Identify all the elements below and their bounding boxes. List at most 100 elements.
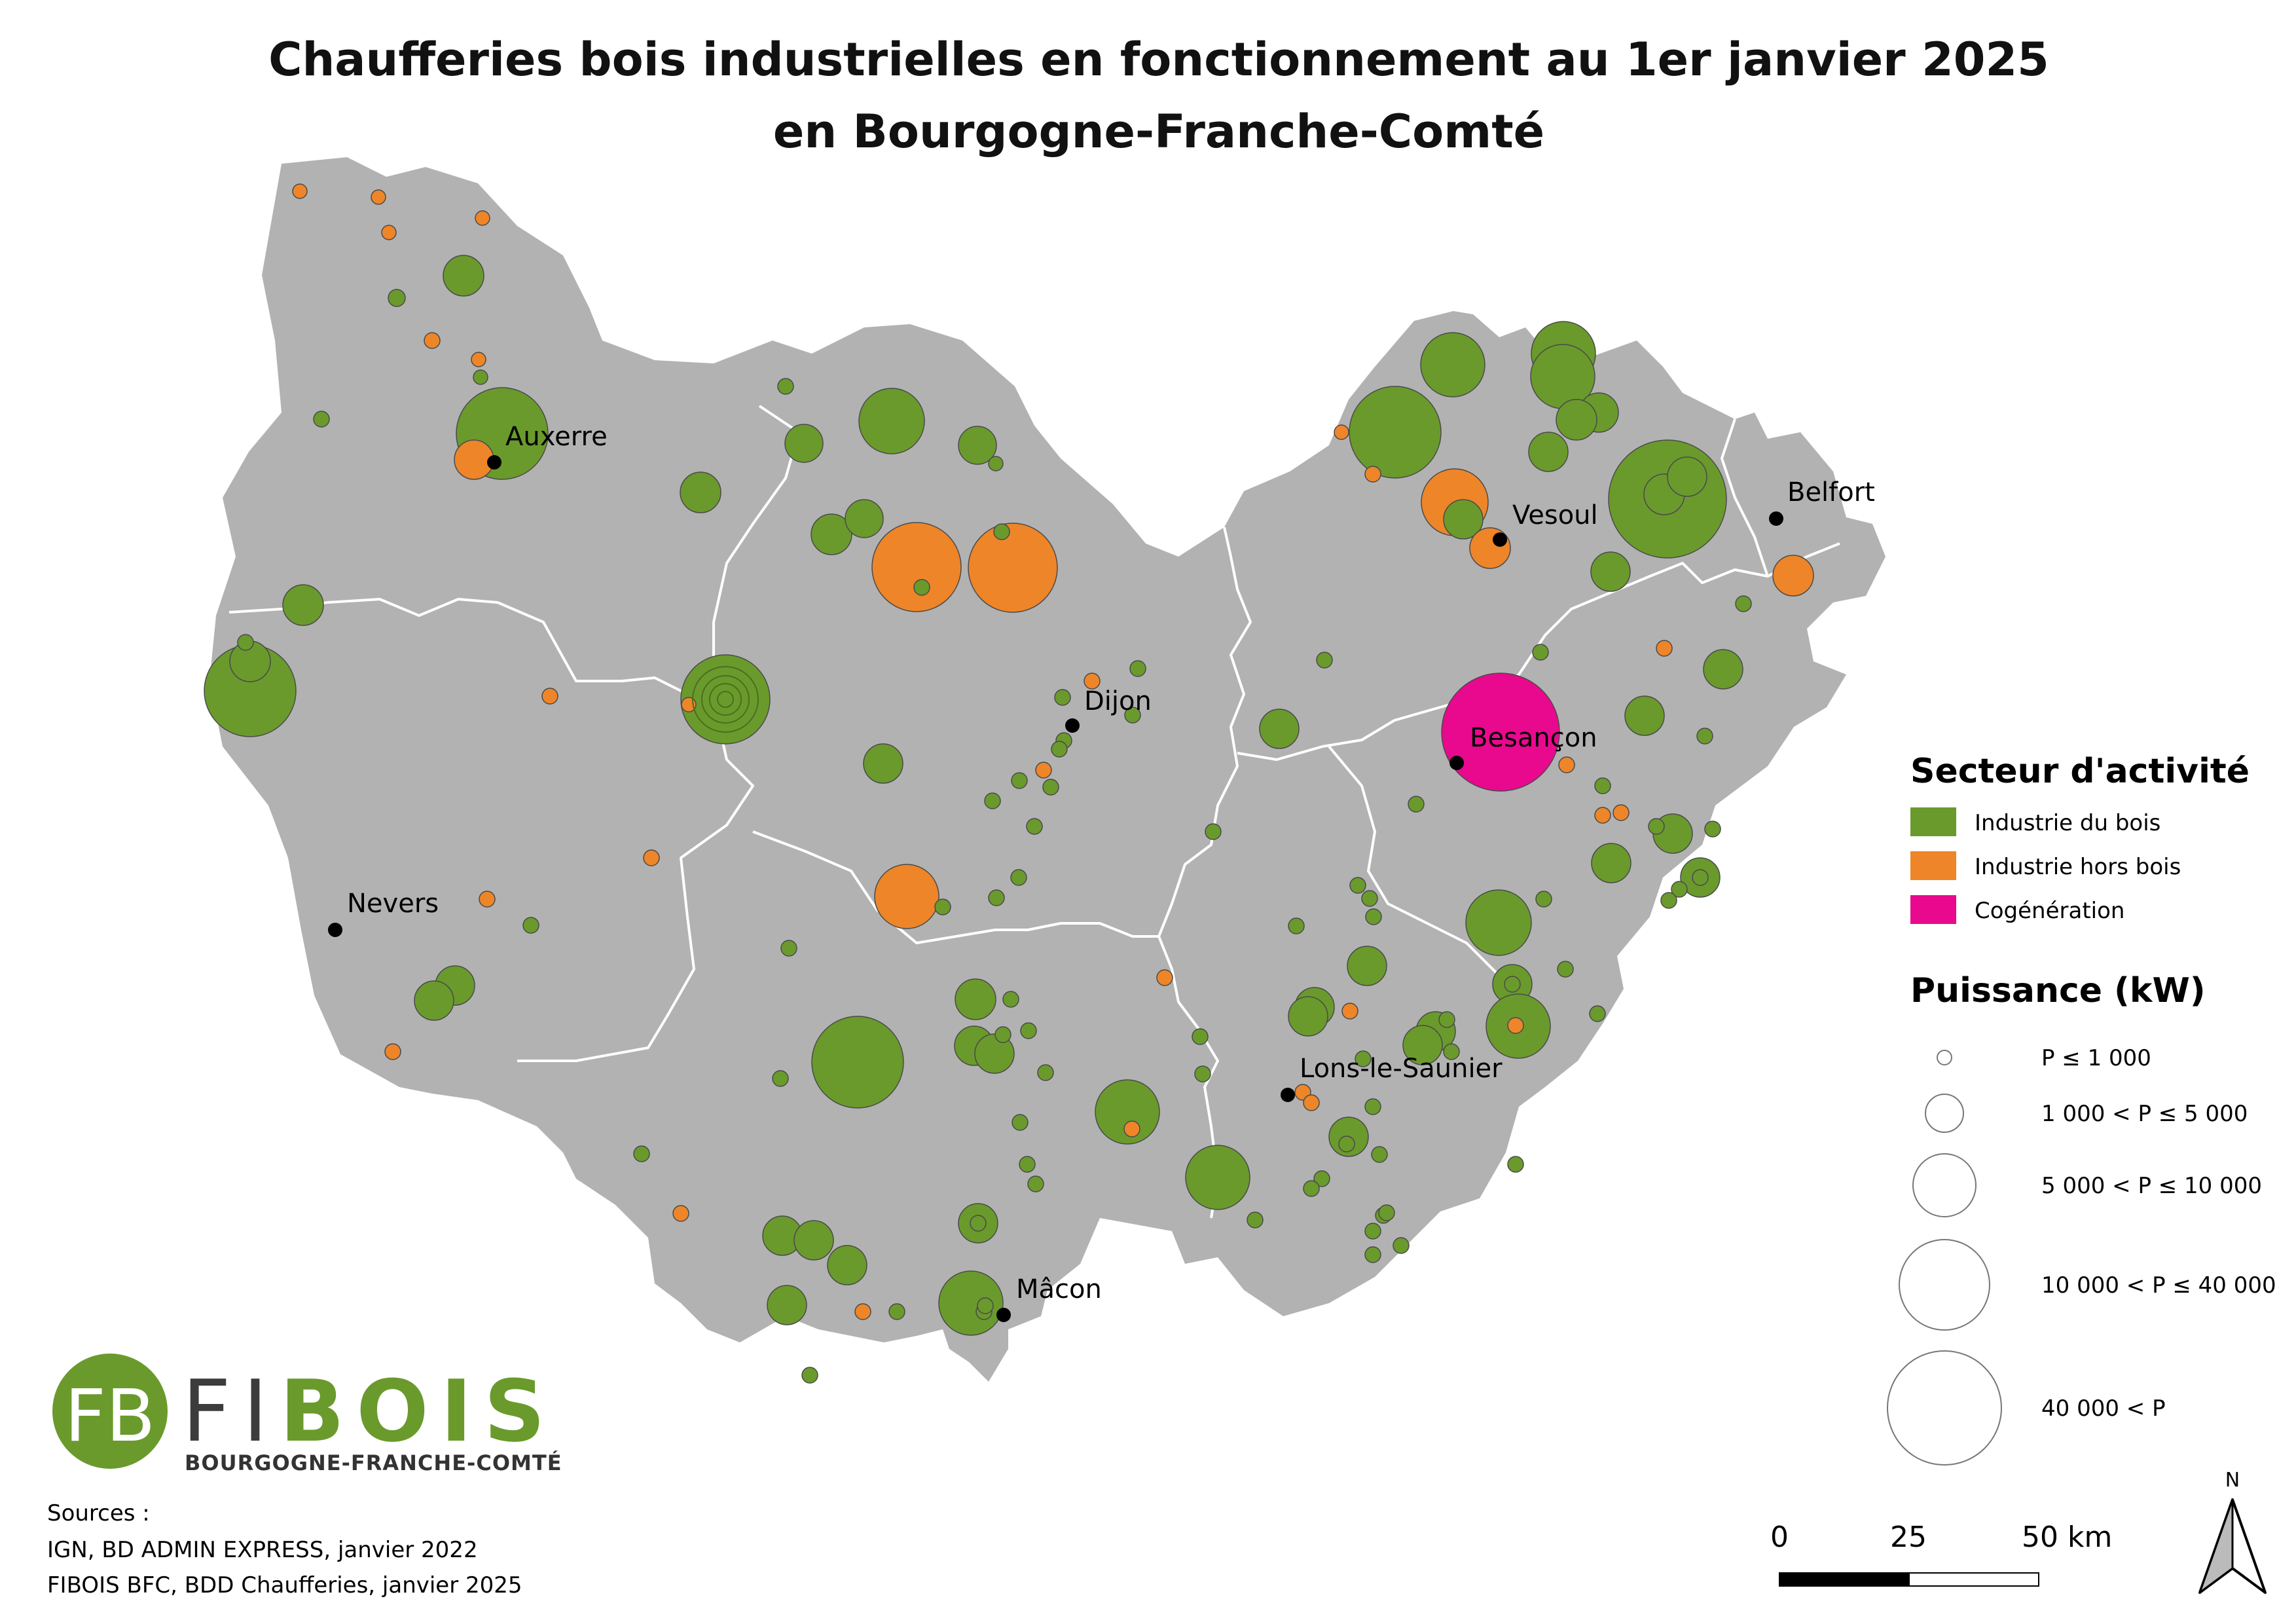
installation-marker: [1341, 1003, 1358, 1020]
installation-marker: [1556, 399, 1597, 441]
installation-marker: [1035, 762, 1052, 779]
installation-marker: [282, 584, 324, 626]
installation-marker: [1671, 881, 1688, 898]
city-dot-vesoul: [1493, 532, 1507, 547]
installation-marker: [1557, 961, 1574, 978]
legend-circle-class-4: [1899, 1239, 1990, 1331]
installation-marker: [854, 1303, 871, 1320]
boundary-nievre-saoneetloire: [517, 700, 754, 1062]
fibois-logo: FB FIBOIS BOURGOGNE-FRANCHE-COMTÉ: [52, 1354, 562, 1475]
installation-marker: [955, 978, 996, 1020]
city-markers: Auxerre Dijon Vesoul Belfort Besançon Ne…: [328, 422, 1875, 1322]
installation-marker: [1393, 1237, 1410, 1254]
logo-subtitle: BOURGOGNE-FRANCHE-COMTÉ: [185, 1450, 562, 1475]
legend-circle-class-1: [1937, 1050, 1952, 1065]
installation-marker: [1011, 1114, 1029, 1131]
installation-marker: [1288, 996, 1328, 1037]
installation-marker: [938, 1270, 1004, 1336]
installation-marker: [934, 898, 951, 915]
installation-marker: [1528, 432, 1569, 472]
installation-marker: [1037, 1064, 1054, 1081]
installation-marker: [970, 1215, 987, 1232]
installation-marker: [471, 352, 486, 367]
installation-marker: [313, 411, 330, 428]
legend-label-industrie-bois: Industrie du bois: [1975, 810, 2160, 836]
sources-block: Sources : IGN, BD ADMIN EXPRESS, janvier…: [47, 1500, 522, 1598]
legend-label-class-2: 1 000 < P ≤ 5 000: [2041, 1101, 2248, 1127]
installation-marker: [1504, 976, 1521, 993]
installation-marker: [958, 426, 997, 465]
installation-marker: [1696, 728, 1713, 745]
installation-marker: [1313, 1170, 1330, 1187]
installation-marker: [1408, 796, 1425, 813]
city-label-besancon: Besançon: [1470, 723, 1597, 753]
installation-marker: [1735, 595, 1752, 612]
installation-marker: [1316, 652, 1333, 669]
legend-label-class-1: P ≤ 1 000: [2041, 1045, 2151, 1071]
installation-marker: [384, 1043, 401, 1060]
installation-marker: [1648, 818, 1665, 835]
installation-marker: [811, 1016, 904, 1109]
installation-marker: [1123, 1120, 1140, 1137]
scale-label-0: 0: [1770, 1521, 1789, 1554]
installation-marker: [643, 849, 660, 866]
installation-marker: [874, 864, 939, 929]
city-dot-dijon: [1065, 718, 1080, 733]
installation-marker: [541, 688, 558, 705]
installation-marker: [1020, 1022, 1037, 1039]
installation-marker: [424, 332, 441, 349]
boundary-territoire-belfort: [1721, 418, 1769, 577]
installation-marker: [784, 424, 824, 463]
installation-marker: [993, 523, 1010, 540]
installation-marker: [1247, 1211, 1264, 1228]
installation-marker: [772, 1070, 789, 1087]
legend-sector-title: Secteur d'activité: [1910, 752, 2250, 791]
installation-marker: [1347, 946, 1387, 986]
north-label: N: [2225, 1469, 2240, 1492]
installation-marker: [1185, 1145, 1250, 1210]
installation-marker: [1026, 818, 1043, 835]
installation-marker: [1042, 779, 1059, 796]
city-dot-lons-le-saunier: [1281, 1088, 1295, 1102]
sources-line-1: IGN, BD ADMIN EXPRESS, janvier 2022: [47, 1537, 478, 1563]
installation-marker: [1338, 1135, 1355, 1153]
installation-marker: [1624, 695, 1665, 736]
installation-marker: [680, 471, 721, 513]
legend-circle-class-5: [1887, 1350, 2002, 1466]
scale-segment-black: [1779, 1572, 1910, 1587]
installation-marker: [1438, 1011, 1455, 1028]
installation-marker: [984, 792, 1001, 809]
installation-marker: [1095, 1079, 1160, 1145]
boundary-cotedor-saoneetloire: [752, 830, 1159, 944]
installation-marker: [811, 513, 852, 555]
installation-marker: [1303, 1180, 1320, 1197]
logo-monogram-circle: [52, 1354, 168, 1469]
installation-marker: [292, 183, 308, 199]
city-label-vesoul: Vesoul: [1512, 500, 1598, 530]
installation-marker: [845, 499, 884, 538]
installation-marker: [767, 1285, 807, 1325]
map-title-line-2: en Bourgogne-Franche-Comté: [773, 105, 1544, 158]
installation-marker: [1288, 917, 1305, 934]
installation-marker: [1443, 1043, 1460, 1060]
installation-marker: [414, 980, 454, 1021]
legend-label-class-4: 10 000 < P ≤ 40 000: [2041, 1272, 2276, 1299]
scale-label-25: 25: [1890, 1521, 1927, 1554]
installation-marker: [1349, 386, 1442, 479]
installation-marker: [1692, 869, 1709, 886]
scale-bar: 0 25 50 km: [1770, 1521, 2112, 1587]
installation-marker: [1371, 1146, 1388, 1163]
installation-marker: [988, 889, 1005, 906]
installation-marker: [994, 1026, 1011, 1043]
logo-word-bois: BOIS: [280, 1361, 557, 1461]
installation-marker: [1194, 1065, 1211, 1082]
city-label-belfort: Belfort: [1787, 477, 1875, 507]
installation-marker: [1010, 869, 1027, 886]
installation-marker: [1507, 1156, 1524, 1173]
department-boundaries: [228, 405, 1840, 1219]
installation-marker: [801, 1367, 818, 1384]
installation-marker: [1532, 644, 1549, 661]
installation-marker: [1361, 890, 1378, 907]
installation-marker: [680, 654, 771, 745]
